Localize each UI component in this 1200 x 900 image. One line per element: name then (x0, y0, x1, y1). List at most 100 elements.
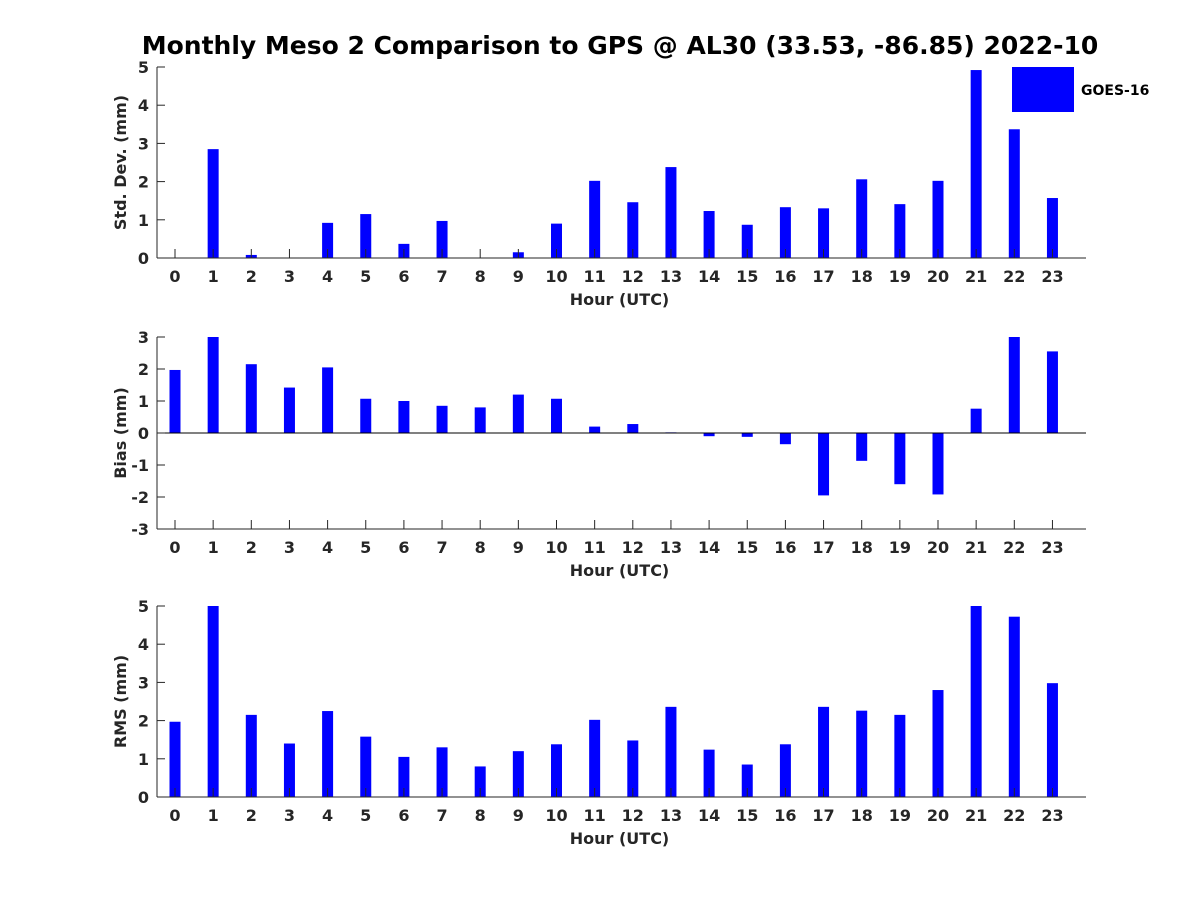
bar-std-dev-hour-5 (360, 214, 372, 258)
x-tick-label-std-dev-21: 21 (965, 267, 987, 286)
x-tick-label-std-dev-3: 3 (284, 267, 295, 286)
bar-bias-hour-18 (856, 433, 868, 461)
bar-rms-hour-0 (169, 721, 181, 797)
y-tick-label-std-dev-4: 4 (138, 96, 149, 115)
x-tick-label-std-dev-22: 22 (1003, 267, 1025, 286)
bar-bias-hour-3 (283, 387, 295, 433)
y-tick-label-rms-2: 2 (138, 712, 149, 731)
x-tick-label-rms-4: 4 (322, 806, 333, 825)
bar-bias-hour-10 (551, 398, 562, 433)
bar-std-dev-hour-21 (970, 70, 982, 258)
x-tick-label-std-dev-2: 2 (246, 267, 257, 286)
bar-std-dev-hour-4 (322, 222, 334, 258)
x-tick-label-rms-19: 19 (889, 806, 911, 825)
y-tick-label-rms-5: 5 (138, 597, 149, 616)
bar-bias-hour-4 (322, 367, 334, 433)
bar-rms-hour-19 (894, 714, 906, 797)
x-tick-label-std-dev-4: 4 (322, 267, 333, 286)
x-tick-label-bias-20: 20 (927, 538, 949, 557)
y-tick-label-std-dev-2: 2 (138, 173, 149, 192)
bar-bias-hour-1 (207, 337, 219, 433)
x-tick-label-rms-7: 7 (436, 806, 447, 825)
x-tick-label-bias-4: 4 (322, 538, 333, 557)
y-tick-label-rms-4: 4 (138, 635, 149, 654)
x-tick-label-rms-5: 5 (360, 806, 371, 825)
bar-rms-hour-12 (627, 740, 639, 797)
bar-std-dev-hour-23 (1046, 198, 1058, 258)
bar-std-dev-hour-1 (207, 149, 219, 258)
x-tick-label-bias-17: 17 (812, 538, 834, 557)
bar-rms-hour-13 (665, 706, 677, 797)
x-tick-label-std-dev-15: 15 (736, 267, 758, 286)
x-tick-label-bias-12: 12 (622, 538, 644, 557)
x-tick-label-rms-18: 18 (851, 806, 873, 825)
bar-rms-hour-11 (589, 719, 601, 797)
bar-rms-hour-7 (436, 747, 448, 797)
x-tick-label-rms-22: 22 (1003, 806, 1025, 825)
x-tick-label-rms-13: 13 (660, 806, 682, 825)
bar-std-dev-hour-7 (436, 220, 448, 258)
x-tick-label-bias-3: 3 (284, 538, 295, 557)
bar-bias-hour-0 (169, 369, 181, 433)
bar-std-dev-hour-15 (741, 224, 753, 258)
y-tick-label-rms-1: 1 (138, 750, 149, 769)
bar-std-dev-hour-12 (627, 202, 639, 258)
x-tick-label-rms-15: 15 (736, 806, 758, 825)
bar-std-dev-hour-22 (1008, 129, 1020, 258)
x-tick-label-bias-8: 8 (475, 538, 486, 557)
x-tick-label-std-dev-16: 16 (774, 267, 796, 286)
bar-rms-hour-9 (512, 751, 524, 797)
bar-bias-hour-7 (436, 405, 448, 433)
bar-std-dev-hour-17 (818, 208, 830, 258)
x-tick-label-std-dev-20: 20 (927, 267, 949, 286)
x-tick-label-bias-22: 22 (1003, 538, 1025, 557)
bar-rms-hour-14 (703, 749, 715, 797)
x-tick-label-std-dev-23: 23 (1041, 267, 1063, 286)
chart-title: Monthly Meso 2 Comparison to GPS @ AL30 … (142, 31, 1099, 60)
x-tick-label-bias-11: 11 (584, 538, 606, 557)
bar-std-dev-hour-16 (779, 207, 791, 258)
x-tick-label-bias-7: 7 (436, 538, 447, 557)
bar-std-dev-hour-11 (589, 180, 601, 258)
x-tick-label-bias-2: 2 (246, 538, 257, 557)
bar-std-dev-hour-14 (703, 211, 715, 258)
y-tick-label-bias-1: -2 (131, 488, 149, 507)
bar-rms-hour-22 (1008, 616, 1020, 797)
x-tick-label-std-dev-5: 5 (360, 267, 371, 286)
y-axis-label-std-dev: Std. Dev. (mm) (111, 95, 130, 230)
x-tick-label-std-dev-0: 0 (169, 267, 180, 286)
x-tick-label-rms-14: 14 (698, 806, 720, 825)
y-tick-label-bias-5: 2 (138, 360, 149, 379)
bar-std-dev-hour-19 (894, 204, 906, 258)
bar-bias-hour-11 (589, 426, 601, 433)
x-tick-label-bias-16: 16 (774, 538, 796, 557)
x-tick-label-rms-20: 20 (927, 806, 949, 825)
x-tick-label-rms-6: 6 (398, 806, 409, 825)
bar-bias-hour-14 (703, 433, 715, 437)
x-tick-label-bias-13: 13 (660, 538, 682, 557)
bar-rms-hour-20 (932, 690, 944, 797)
x-tick-label-std-dev-14: 14 (698, 267, 720, 286)
bar-rms-hour-2 (245, 714, 257, 797)
bar-rms-hour-15 (741, 764, 753, 797)
bar-rms-hour-3 (283, 743, 295, 797)
bar-bias-hour-20 (932, 433, 944, 495)
bar-std-dev-hour-20 (932, 180, 944, 258)
legend: GOES-16 (1012, 67, 1149, 112)
y-axis-label-rms: RMS (mm) (111, 655, 130, 748)
y-tick-label-bias-0: -3 (131, 520, 149, 539)
bar-rms-hour-23 (1046, 683, 1058, 797)
y-tick-label-bias-2: -1 (131, 456, 149, 475)
y-tick-label-bias-6: 3 (138, 328, 149, 347)
bar-std-dev-hour-18 (856, 179, 868, 258)
x-tick-label-bias-21: 21 (965, 538, 987, 557)
y-tick-label-bias-4: 1 (138, 392, 149, 411)
bar-rms-hour-17 (818, 706, 830, 797)
y-tick-label-bias-3: 0 (138, 424, 149, 443)
bar-bias-hour-8 (474, 407, 486, 433)
x-tick-label-std-dev-17: 17 (812, 267, 834, 286)
